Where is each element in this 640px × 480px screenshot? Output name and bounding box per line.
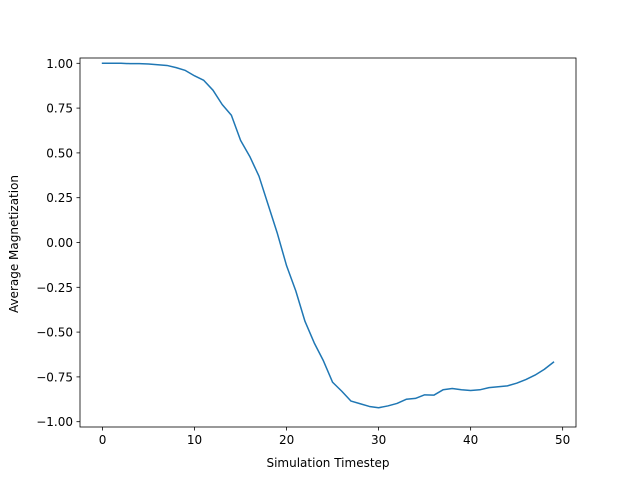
y-tick-label: 0.00 — [46, 236, 73, 250]
y-tick-label: −0.75 — [36, 370, 73, 384]
x-tick-label: 50 — [555, 433, 570, 447]
y-tick-label: −0.50 — [36, 326, 73, 340]
x-tick-label: 20 — [279, 433, 294, 447]
y-tick-label: 1.00 — [46, 57, 73, 71]
x-tick-label: 30 — [371, 433, 386, 447]
x-tick-label: 0 — [99, 433, 107, 447]
x-tick-label: 10 — [187, 433, 202, 447]
x-tick-label: 40 — [463, 433, 478, 447]
series-line-1 — [101, 62, 555, 409]
y-tick-label: 0.25 — [46, 191, 73, 205]
y-tick-label: 0.50 — [46, 146, 73, 160]
y-axis-label: Average Magnetization — [7, 175, 21, 313]
plot-area: 0 10 20 30 40 50 −1.00 −0.75 −0.50 −0.25 0.00 0.25 0… — [36, 57, 577, 447]
y-tick-label: 0.75 — [46, 102, 73, 116]
x-axis-label: Simulation Timestep — [266, 456, 389, 470]
y-tick-label: −1.00 — [36, 415, 73, 429]
y-tick-label: −0.25 — [36, 281, 73, 295]
